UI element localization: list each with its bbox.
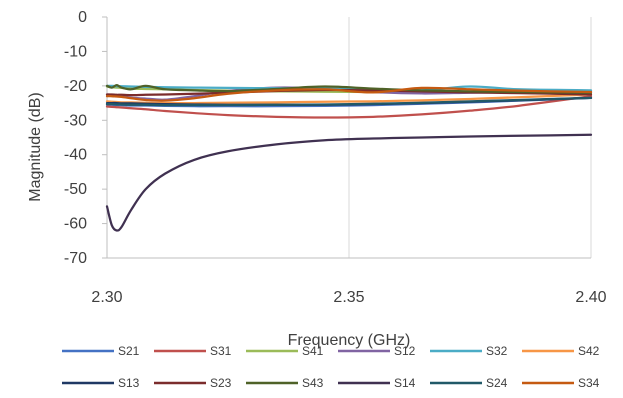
legend-label-s42: S42 [578, 344, 600, 358]
y-tick-label: -70 [64, 250, 87, 267]
y-tick-labels: 0 -10 -20 -30 -40 -50 -60 -70 [64, 9, 87, 267]
series-line-s31 [105, 95, 593, 119]
y-tick-label: -50 [64, 181, 87, 198]
y-tick-label: -10 [64, 43, 87, 60]
legend-label-s31: S31 [210, 344, 232, 358]
series-lines [105, 84, 593, 232]
y-tick-label: -40 [64, 147, 87, 164]
legend-label-s34: S34 [578, 376, 600, 390]
legend-label-s32: S32 [486, 344, 508, 358]
legend-label-s23: S23 [210, 376, 232, 390]
axes [102, 16, 591, 259]
y-tick-label: 0 [78, 9, 87, 26]
y-axis-title: Magnitude (dB) [27, 92, 44, 201]
legend-label-s43: S43 [302, 376, 324, 390]
legend-label-s14: S14 [394, 376, 416, 390]
x-tick-label: 2.35 [333, 289, 364, 306]
legend-label-s21: S21 [118, 344, 140, 358]
legend-label-s13: S13 [118, 376, 140, 390]
x-tick-label: 2.30 [91, 289, 122, 306]
y-tick-label: -20 [64, 78, 87, 95]
y-tick-label: -60 [64, 216, 87, 233]
x-axis-title: Frequency (GHz) [288, 332, 411, 349]
y-tick-label: -30 [64, 112, 87, 129]
series-line-s34 [105, 86, 593, 102]
gridlines [348, 17, 592, 258]
series-line-s24 [105, 96, 593, 107]
series-line-s43 [105, 84, 593, 94]
series-line-s14 [105, 133, 593, 232]
x-tick-label: 2.40 [575, 289, 606, 306]
legend-label-s41: S41 [302, 344, 324, 358]
x-tick-labels: 2.30 2.35 2.40 [91, 289, 606, 306]
legend-label-s12: S12 [394, 344, 416, 358]
legend: S21 S31 S41 S12 S32 S42 S13 S23 S43 S14 S24 S34 [62, 344, 600, 390]
legend-label-s24: S24 [486, 376, 508, 390]
